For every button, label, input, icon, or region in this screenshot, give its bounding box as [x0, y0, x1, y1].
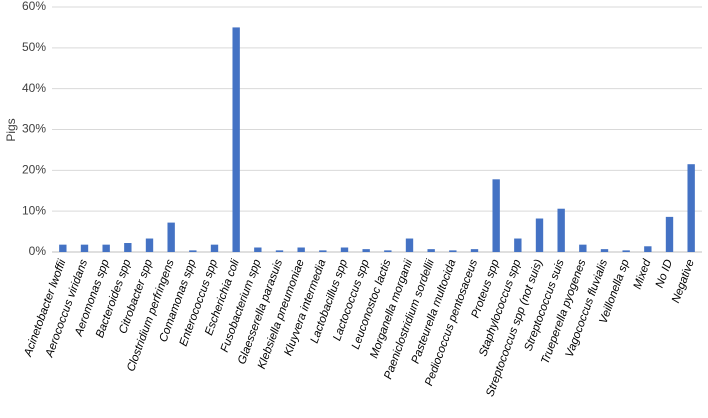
y-tick-label: 10% — [22, 203, 46, 217]
bar — [275, 250, 284, 252]
bar — [622, 250, 630, 252]
bar — [557, 208, 565, 252]
y-axis-label: Pigs — [4, 118, 18, 141]
bar — [254, 247, 262, 252]
x-tick-label: No ID — [654, 258, 675, 290]
bar — [167, 222, 175, 252]
bar — [80, 244, 89, 252]
y-tick-label: 30% — [22, 122, 46, 136]
bar — [427, 249, 435, 252]
bar — [124, 243, 132, 252]
y-tick-label: 50% — [22, 40, 46, 54]
bar — [59, 244, 67, 252]
bar — [102, 244, 110, 252]
bar — [340, 247, 349, 252]
bar — [189, 250, 197, 252]
bar — [600, 249, 609, 252]
bar — [644, 246, 652, 252]
bar — [210, 244, 219, 252]
bar — [687, 164, 695, 252]
bar — [492, 179, 500, 252]
y-tick-label: 0% — [29, 244, 47, 258]
y-tick-label: 40% — [22, 81, 46, 95]
bar — [579, 244, 587, 252]
bar — [319, 250, 327, 252]
bar — [514, 238, 522, 252]
bar — [362, 249, 370, 252]
y-tick-label: 60% — [22, 0, 46, 13]
x-tick-label: Mixed — [632, 257, 654, 290]
bar — [449, 250, 457, 252]
bar — [405, 238, 414, 252]
bar — [665, 216, 674, 252]
bar — [297, 247, 305, 252]
bar — [145, 238, 154, 252]
bar — [535, 218, 544, 252]
bar — [232, 27, 240, 252]
y-tick-label: 20% — [22, 163, 46, 177]
bar — [384, 250, 392, 252]
bar — [470, 249, 479, 252]
